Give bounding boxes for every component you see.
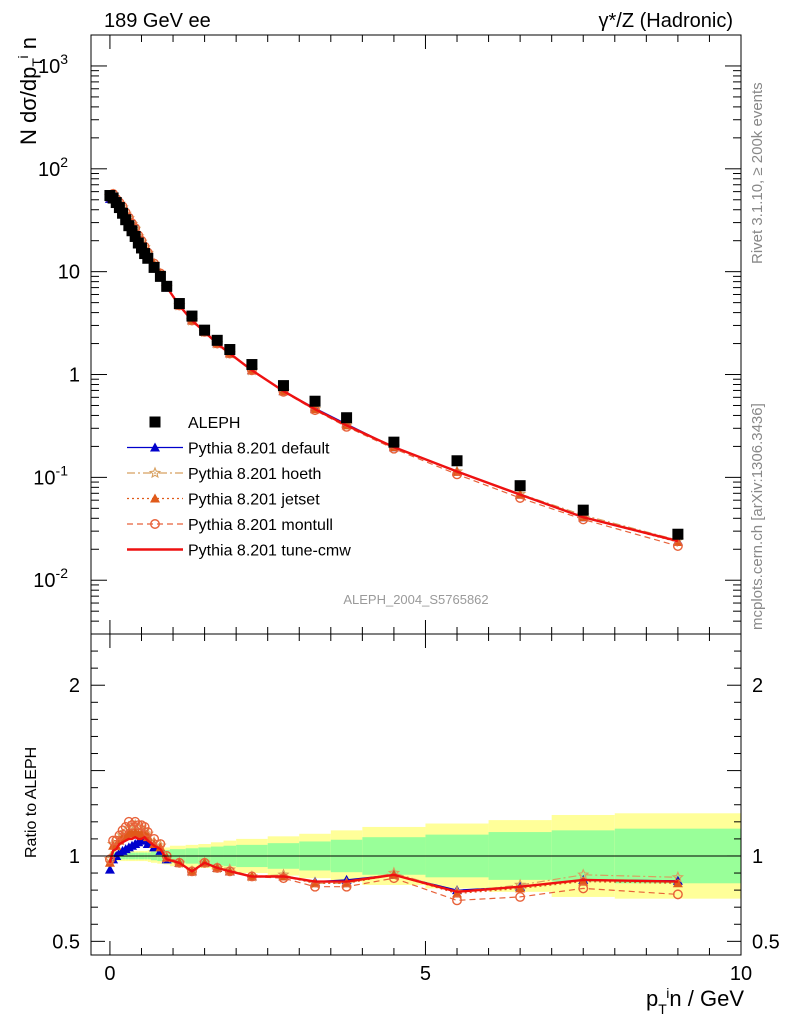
aleph-data-point — [199, 324, 211, 336]
ratio-series-layer — [91, 816, 741, 906]
ratio-point-pythia-montull — [104, 854, 115, 865]
ratio-point-pythia-montull — [452, 895, 462, 906]
ratio-y-tick-label-left: 2 — [69, 675, 80, 697]
aleph-data-point — [129, 230, 141, 242]
legend: ALEPH Pythia 8.201 default Pythia 8.201 ho… — [127, 415, 351, 560]
svg-text:N dσ/dpTi n: N dσ/dpTi n — [15, 37, 45, 145]
aleph-data-point — [246, 359, 258, 371]
aleph-data-point — [451, 455, 463, 467]
ratio-point-pythia-montull — [120, 821, 131, 832]
ratio-point-pythia-jetset — [672, 878, 683, 888]
x-axis-title: pTin / GeV — [646, 985, 744, 1017]
ratio-point-pythia-default — [142, 839, 153, 849]
ratio-point-pythia-default — [104, 864, 115, 874]
aleph-data-point — [224, 344, 236, 356]
main-line-pythia-hoeth — [109, 193, 679, 541]
main-y-tick-label: 10-1 — [33, 462, 68, 489]
legend-marker-pythia-hoeth — [148, 466, 162, 479]
ratio-point-pythia-montull — [139, 821, 150, 832]
ratio-point-pythia-jetset — [515, 883, 526, 893]
legend-swatch-aleph — [149, 416, 161, 428]
ratio-point-pythia-montull — [515, 891, 526, 902]
aleph-data-point — [161, 280, 173, 292]
ratio-point-pythia-montull — [127, 820, 137, 831]
ratio-point-pythia-montull — [117, 825, 128, 836]
aleph-data-point — [120, 214, 132, 226]
legend-label-pythia-tune-cmw: Pythia 8.201 tune-cmw — [188, 543, 351, 560]
svg-text:pTin / GeV: pTin / GeV — [646, 985, 744, 1017]
ratio-point-pythia-montull — [123, 816, 134, 827]
main-y-tick-label: 10 — [58, 262, 80, 284]
ratio-line-pythia-montull — [109, 820, 678, 902]
main-line-pythia-default — [109, 198, 679, 542]
aleph-data-point — [186, 310, 198, 322]
ratio-point-pythia-montull — [199, 857, 210, 868]
aleph-data-point — [173, 298, 185, 310]
ratio-line-pythia-tune-cmw — [108, 835, 678, 894]
ratio-y-tick-label-left: 1 — [69, 846, 80, 868]
analysis-id-label: ALEPH_2004_S5765862 — [343, 592, 488, 607]
aleph-data-point — [154, 270, 166, 282]
ratio-y-tick-label-right: 0.5 — [752, 931, 780, 953]
axes-layer: 0 5 10 10-2 10-1 1 10 102 103 0.5 0.5 1 1 2 2 — [33, 34, 780, 985]
ratio-point-pythia-montull — [133, 820, 144, 831]
main-line-pythia-jetset — [109, 194, 679, 543]
ratio-y-tick-label-left: 0.5 — [52, 931, 80, 953]
rivet-version-label: Rivet 3.1.10, ≥ 200k events — [749, 82, 766, 264]
aleph-data-point — [135, 242, 147, 254]
main-point-pythia-montull — [452, 469, 462, 480]
aleph-data-point — [577, 504, 589, 516]
main-y-axis-title: N dσ/dpTi n — [15, 37, 45, 145]
ratio-point-pythia-jetset — [452, 888, 463, 898]
legend-marker-pythia-jetset — [150, 493, 160, 503]
x-tick-label: 0 — [104, 963, 115, 985]
legend-label-aleph: ALEPH — [188, 415, 240, 432]
aleph-data-point — [341, 412, 353, 424]
ratio-y-tick-label-right: 2 — [752, 675, 763, 697]
aleph-data-point — [126, 225, 138, 237]
ratio-point-pythia-montull — [108, 835, 119, 846]
main-y-tick-label: 102 — [38, 154, 68, 181]
main-y-tick-label: 10-2 — [33, 565, 68, 592]
legend-marker-pythia-default — [150, 442, 160, 452]
main-series-layer — [103, 188, 684, 551]
aleph-data-point — [672, 528, 684, 540]
aleph-data-point — [277, 380, 289, 392]
ratio-frame — [90, 633, 742, 956]
ratio-y-tick-label-right: 1 — [752, 846, 763, 868]
ratio-point-pythia-montull — [187, 866, 197, 877]
main-y-tick-label: 103 — [38, 51, 68, 78]
main-y-tick-label: 1 — [69, 365, 80, 387]
ratio-point-pythia-montull — [142, 827, 153, 838]
aleph-data-point — [142, 252, 154, 264]
main-point-pythia-montull — [672, 541, 683, 551]
ratio-point-pythia-montull — [111, 835, 122, 846]
x-tick-label: 5 — [420, 963, 431, 985]
aleph-data-point — [113, 202, 125, 214]
ratio-y-axis-title: Ratio to ALEPH — [23, 747, 40, 858]
aleph-data-point — [388, 436, 400, 448]
aleph-data-point — [514, 480, 526, 492]
legend-marker-pythia-montull — [150, 519, 160, 529]
x-tick-label: 10 — [730, 963, 752, 985]
ratio-line-pythia-jetset — [109, 831, 678, 895]
ratio-point-pythia-montull — [149, 833, 160, 844]
legend-label-pythia-jetset: Pythia 8.201 jetset — [188, 492, 320, 509]
aleph-data-point — [117, 207, 129, 219]
ratio-point-pythia-montull — [672, 889, 683, 900]
legend-label-pythia-hoeth: Pythia 8.201 hoeth — [188, 466, 321, 483]
plot-title-left: 189 GeV ee — [104, 10, 211, 32]
aleph-data-point — [148, 261, 160, 273]
main-line-pythia-tune-cmw — [109, 194, 679, 543]
legend-label-pythia-montull: Pythia 8.201 montull — [188, 517, 333, 534]
legend-label-pythia-default: Pythia 8.201 default — [188, 441, 330, 458]
plot-title-right: γ*/Z (Hadronic) — [599, 10, 733, 32]
aleph-data-point — [211, 334, 223, 346]
ratio-point-pythia-montull — [114, 830, 125, 841]
ratio-point-pythia-montull — [578, 883, 589, 894]
mcplots-reference-label: mcplots.cern.ch [arXiv:1306.3436] — [749, 403, 766, 630]
aleph-data-point — [309, 395, 321, 407]
